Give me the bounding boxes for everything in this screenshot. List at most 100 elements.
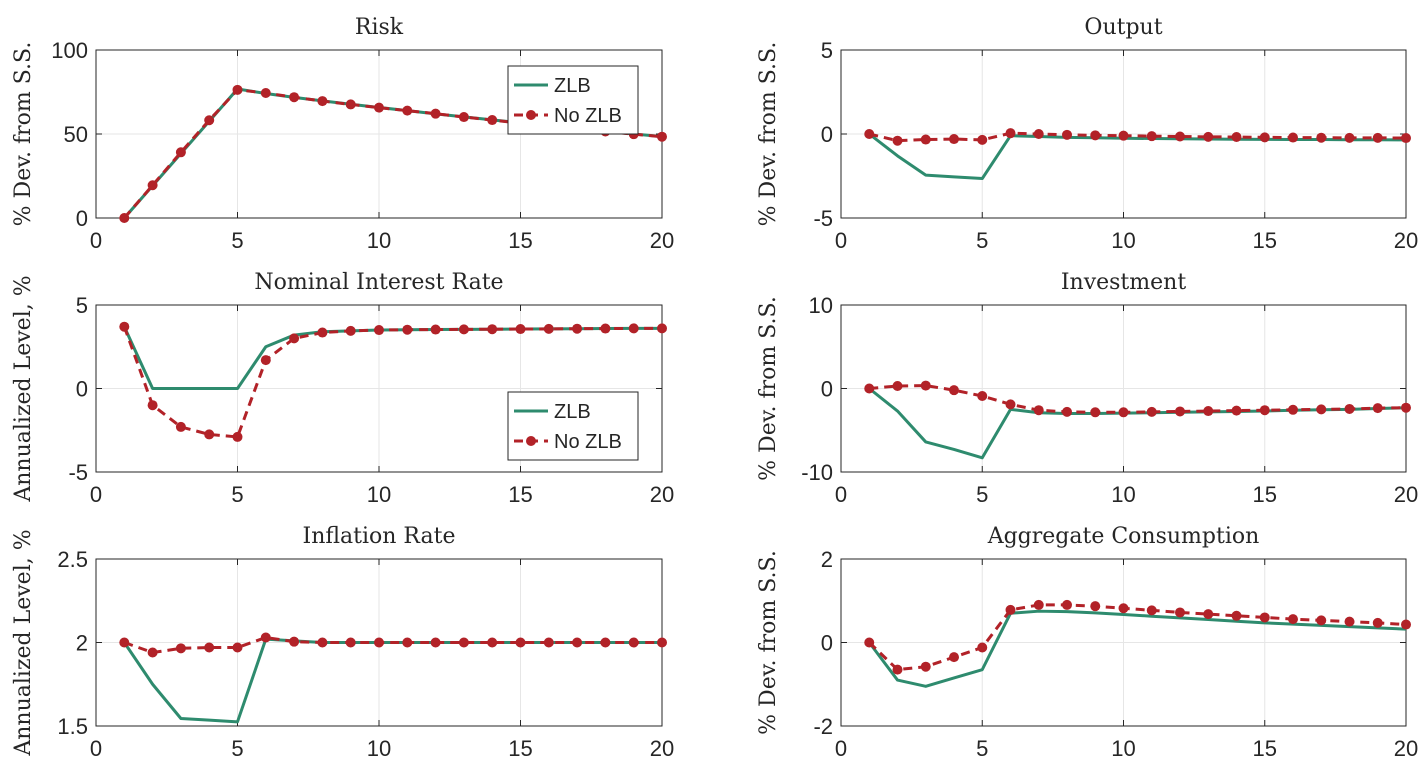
- x-tick-label: 0: [835, 228, 847, 253]
- data-point-no-zlb: [175, 421, 186, 432]
- data-point-no-zlb: [1231, 405, 1242, 416]
- y-tick-label: 100: [51, 38, 88, 63]
- data-point-no-zlb: [260, 88, 271, 99]
- data-point-no-zlb: [232, 642, 243, 653]
- data-point-no-zlb: [864, 637, 875, 648]
- data-point-no-zlb: [1118, 603, 1129, 614]
- data-point-no-zlb: [1175, 131, 1185, 142]
- data-point-no-zlb: [147, 647, 158, 658]
- x-tick-label: 20: [650, 228, 674, 253]
- legend-box: [507, 391, 639, 461]
- data-point-no-zlb: [430, 324, 441, 335]
- data-point-no-zlb: [977, 391, 988, 402]
- data-point-no-zlb: [1344, 132, 1355, 143]
- x-tick-label: 10: [1111, 228, 1135, 253]
- y-tick-label: 0: [821, 377, 833, 402]
- data-point-no-zlb: [949, 385, 959, 396]
- x-tick-label: 20: [1394, 228, 1418, 253]
- y-tick-label: 10: [809, 293, 833, 318]
- x-tick-label: 0: [90, 736, 102, 761]
- data-point-no-zlb: [232, 84, 243, 95]
- data-point-no-zlb: [1175, 406, 1185, 417]
- x-tick-label: 20: [650, 736, 674, 761]
- data-point-no-zlb: [1203, 131, 1214, 142]
- legend: ZLB No ZLB: [507, 65, 639, 135]
- data-point-no-zlb: [289, 333, 300, 344]
- x-tick-label: 20: [650, 482, 674, 507]
- data-point-no-zlb: [119, 321, 130, 332]
- data-point-no-zlb: [119, 637, 130, 648]
- y-axis-label: % Dev. from S.S.: [756, 42, 781, 227]
- chart-title: Inflation Rate: [303, 524, 456, 549]
- data-point-no-zlb: [1090, 407, 1101, 418]
- data-point-no-zlb: [1175, 607, 1185, 618]
- y-axis-label: Annualized Level, %: [11, 529, 36, 756]
- data-point-no-zlb: [543, 323, 554, 334]
- x-tick-label: 10: [367, 228, 391, 253]
- legend: ZLB No ZLB: [507, 391, 639, 461]
- x-tick-label: 15: [508, 482, 532, 507]
- data-point-no-zlb: [119, 213, 130, 223]
- x-tick-label: 10: [1111, 736, 1135, 761]
- data-point-no-zlb: [572, 637, 583, 648]
- data-point-no-zlb: [977, 642, 988, 653]
- series-line-zlb: [123, 637, 662, 724]
- chart-panel: 0 5 10 15 20 0 50 100 Risk % Dev. from S.S. ZLB No …: [11, 15, 674, 253]
- data-point-no-zlb: [204, 115, 215, 126]
- chart-title: Output: [1084, 15, 1162, 40]
- data-point-no-zlb: [1146, 406, 1157, 417]
- data-point-no-zlb: [1231, 132, 1242, 143]
- data-point-no-zlb: [657, 323, 667, 334]
- x-tick-label: 10: [1111, 482, 1135, 507]
- data-point-no-zlb: [487, 637, 498, 648]
- y-tick-label: 1.5: [57, 714, 88, 739]
- data-point-no-zlb: [1316, 132, 1327, 143]
- data-point-no-zlb: [1062, 599, 1072, 610]
- data-point-no-zlb: [1203, 406, 1214, 417]
- y-axis-label: Annualized Level, %: [11, 275, 36, 502]
- x-tick-label: 15: [508, 228, 532, 253]
- data-point-no-zlb: [458, 324, 469, 335]
- data-point-no-zlb: [1005, 399, 1016, 410]
- x-tick-label: 15: [1253, 736, 1277, 761]
- y-tick-label: 0: [76, 206, 88, 231]
- x-tick-label: 20: [1394, 482, 1418, 507]
- data-point-no-zlb: [232, 431, 243, 442]
- data-point-no-zlb: [1033, 599, 1044, 610]
- y-axis-label: % Dev. from S.S.: [11, 42, 36, 227]
- series-line-zlb: [868, 132, 1407, 181]
- data-point-no-zlb: [402, 105, 413, 116]
- data-point-no-zlb: [458, 112, 469, 123]
- data-point-no-zlb: [920, 134, 931, 145]
- data-point-no-zlb: [572, 323, 583, 334]
- legend-marker-no-zlb: [526, 110, 536, 120]
- data-point-no-zlb: [402, 324, 413, 335]
- legend-box: [507, 65, 639, 135]
- x-tick-label: 0: [90, 228, 102, 253]
- data-point-no-zlb: [175, 643, 186, 654]
- chart-title: Nominal Interest Rate: [254, 270, 503, 295]
- legend-marker-no-zlb: [526, 436, 536, 446]
- data-point-no-zlb: [892, 664, 903, 675]
- data-point-no-zlb: [374, 325, 384, 336]
- data-point-no-zlb: [628, 323, 639, 334]
- data-point-no-zlb: [864, 383, 875, 394]
- data-point-no-zlb: [487, 115, 498, 126]
- data-point-no-zlb: [1401, 133, 1411, 144]
- data-point-no-zlb: [1316, 404, 1327, 415]
- y-axis-label: % Dev. from S.S.: [756, 296, 781, 481]
- chart-title: Aggregate Consumption: [987, 524, 1260, 549]
- data-point-no-zlb: [1259, 132, 1270, 143]
- y-tick-label: 2: [76, 631, 88, 656]
- legend-label-zlb: ZLB: [554, 401, 591, 423]
- x-tick-label: 15: [1253, 228, 1277, 253]
- y-tick-label: 5: [821, 38, 833, 63]
- data-point-no-zlb: [1316, 615, 1327, 626]
- series-line-zlb: [868, 387, 1407, 460]
- data-point-no-zlb: [949, 652, 959, 663]
- x-tick-label: 0: [835, 482, 847, 507]
- data-point-no-zlb: [289, 636, 300, 647]
